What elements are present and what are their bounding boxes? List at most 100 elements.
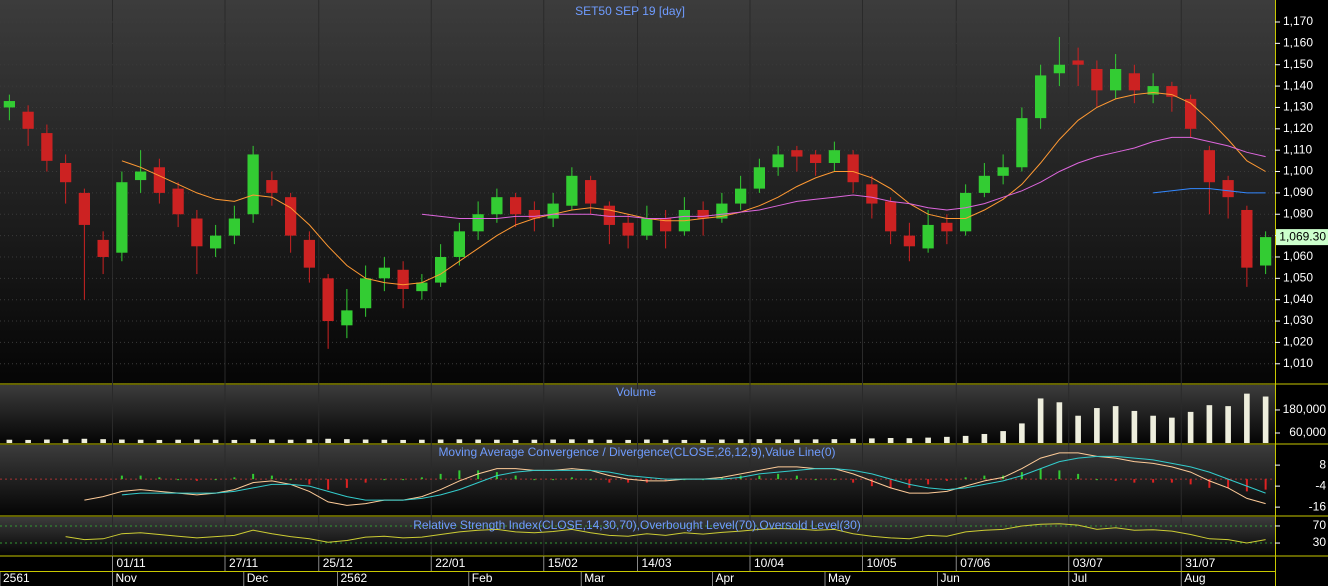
histogram-bar <box>1208 479 1211 488</box>
candle-body <box>1203 150 1215 183</box>
x-tick-label: 01/11 <box>117 556 146 570</box>
candle-body <box>753 167 765 189</box>
volume-bar <box>719 439 725 443</box>
month-label: Apr <box>716 571 735 585</box>
x-tick-label: 31/07 <box>1185 556 1215 570</box>
candle-body <box>828 150 840 163</box>
volume-bar <box>775 439 781 443</box>
volume-bar <box>1019 423 1025 443</box>
volume-bar <box>1262 396 1269 443</box>
candle-body <box>960 192 972 232</box>
y-tick-label: 1,100 <box>1283 164 1313 178</box>
y-tick-label: 30 <box>1313 535 1327 549</box>
candle-body <box>247 154 259 215</box>
volume-bar <box>344 439 350 443</box>
candle-body <box>791 150 803 157</box>
indicator-line <box>421 136 1266 219</box>
candle-body <box>772 154 784 168</box>
volume-bar <box>325 438 331 443</box>
candle-body <box>697 209 709 219</box>
volume-bar <box>1037 398 1044 443</box>
candle-body <box>528 209 540 219</box>
volume-bar <box>662 439 669 443</box>
candle-body <box>491 197 503 215</box>
y-tick-label: -4 <box>1315 478 1326 492</box>
grid <box>0 0 1275 555</box>
volume-bar <box>456 439 463 443</box>
histogram-bar <box>664 479 667 481</box>
candle-body <box>78 192 90 225</box>
volume-bar <box>1225 406 1231 443</box>
y-tick-label: 180,000 <box>1283 402 1327 416</box>
histogram-bar <box>908 479 911 488</box>
candle-body <box>397 269 409 290</box>
y-tick-label: 1,020 <box>1283 335 1313 349</box>
candle-body <box>1072 60 1084 65</box>
y-tick-label: 1,160 <box>1283 36 1313 50</box>
histogram-bar <box>214 479 217 481</box>
volume-bar <box>194 439 200 443</box>
candle-body <box>810 154 822 163</box>
candle-body <box>453 231 465 257</box>
volume-bar <box>812 439 819 443</box>
y-tick-label: 70 <box>1313 518 1327 532</box>
candle-body <box>285 197 297 236</box>
histogram-bar <box>270 475 273 480</box>
histogram-bar <box>608 479 611 483</box>
candle-body <box>1185 98 1197 129</box>
volume-bar <box>831 439 838 443</box>
candle-body <box>1147 86 1159 95</box>
marks <box>0 36 1275 544</box>
volume-bar <box>269 439 275 443</box>
histogram-bar <box>1152 479 1155 483</box>
volume-bar <box>419 439 425 443</box>
histogram-bar <box>1095 479 1098 481</box>
volume-bar <box>550 439 556 443</box>
y-tick-label: 1,110 <box>1283 142 1312 156</box>
y-tick-label: 1,090 <box>1283 185 1313 199</box>
volume-bar <box>175 439 181 443</box>
x-tick-label: 10/04 <box>754 556 784 570</box>
candle-body <box>416 282 428 292</box>
candle-body <box>885 201 897 232</box>
histogram-bar <box>289 479 292 481</box>
y-tick-label: -16 <box>1309 499 1327 513</box>
histogram-bar <box>514 475 517 480</box>
histogram-bar <box>964 477 967 480</box>
x-tick-label: 27/11 <box>229 556 258 570</box>
volume-bar <box>156 439 163 443</box>
volume-bar <box>362 439 369 443</box>
histogram-bar <box>683 479 686 481</box>
volume-bar <box>1131 410 1138 443</box>
histogram-bar <box>945 479 948 481</box>
volume-bar <box>81 438 88 443</box>
candle-body <box>472 214 484 232</box>
candle-body <box>847 154 859 183</box>
x-tick-label: 15/02 <box>548 556 578 570</box>
histogram-bar <box>120 475 123 480</box>
volume-bar <box>531 439 538 443</box>
y-tick-label: 1,120 <box>1283 121 1313 135</box>
month-label: Nov <box>116 571 137 585</box>
histogram-bar <box>927 479 930 485</box>
volume-bar <box>62 439 69 443</box>
candle-body <box>266 180 278 193</box>
candle-body <box>153 167 165 193</box>
candle-body <box>172 188 184 215</box>
candle-body <box>360 278 372 309</box>
candle-body <box>997 167 1009 176</box>
volume-bar <box>287 439 294 443</box>
histogram-bar <box>833 479 836 481</box>
histogram-bar <box>195 479 198 481</box>
candle-body <box>1260 237 1272 266</box>
candle-body <box>1166 86 1178 97</box>
volume-bar <box>681 439 688 443</box>
candle-body <box>210 235 222 249</box>
y-tick-label: 1,040 <box>1283 292 1313 306</box>
histogram-bar <box>139 475 142 480</box>
histogram-bar <box>570 477 573 480</box>
histogram-bar <box>477 470 480 480</box>
volume-bar <box>981 433 988 443</box>
volume-bar <box>756 439 763 443</box>
